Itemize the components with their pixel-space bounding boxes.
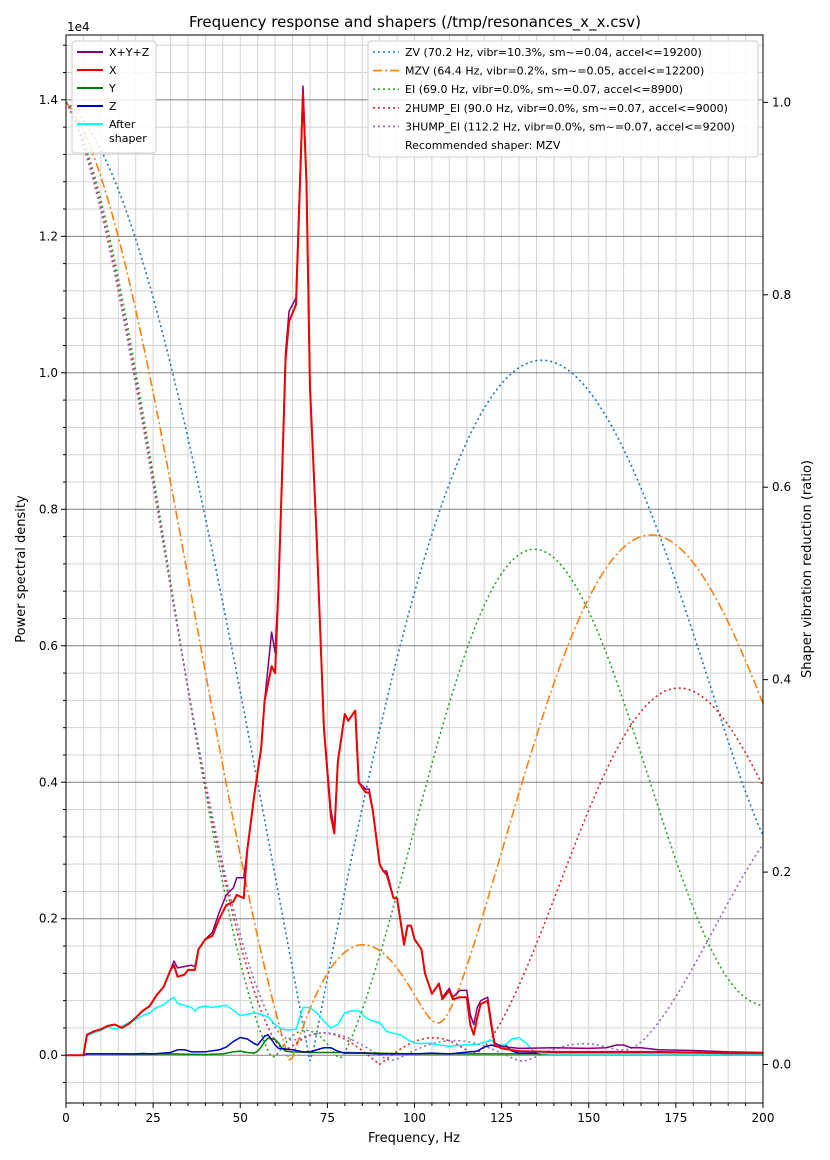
legend-right-box [367, 40, 759, 158]
shaper-line-mzv [65, 101, 764, 1062]
shaper-line-3hump_ei [65, 101, 764, 1062]
x-tick-label: 200 [752, 1111, 775, 1125]
y-axis-offset-label: 1e4 [67, 20, 90, 34]
legend-left-label-line: X [109, 64, 117, 77]
legend-left-label: After shaper [109, 118, 147, 145]
x-tick-label: 175 [664, 1111, 687, 1125]
legend-right-label: 3HUMP_EI (112.2 Hz, vibr=0.0%, sm~=0.07,… [405, 120, 735, 133]
y2-tick-label: 1.0 [772, 95, 791, 109]
y-tick-label: 0.8 [39, 502, 58, 516]
legend-psd: X+Y+Z XYZ After shaper [71, 40, 157, 154]
grid-lines [65, 35, 764, 1103]
y2-tick-label: 0.0 [772, 1058, 791, 1072]
y2-tick-label: 0.6 [772, 480, 791, 494]
y-tick-label: 1.2 [39, 229, 58, 243]
x-tick-label: 150 [577, 1111, 600, 1125]
y-tick-label: 0.2 [39, 912, 58, 926]
y-tick-label: 0.4 [39, 775, 58, 789]
x-tick-label: 0 [62, 1111, 70, 1125]
legend-left-label: X+Y+Z [109, 46, 150, 59]
recommended-shaper-label: Recommended shaper: MZV [405, 139, 561, 152]
y-axis-left: 0.0 0.2 0.4 0.6 0.8 1.0 1.2 1.4 [39, 44, 66, 1084]
legend-right-label: 2HUMP_EI (90.0 Hz, vibr=0.0%, sm~=0.07, … [405, 102, 728, 115]
legend-left-label-line: Z [109, 100, 117, 113]
y-axis-right: 0.0 0.2 0.4 0.6 0.8 1.0 [763, 95, 791, 1072]
y2-tick-label: 0.4 [772, 673, 791, 687]
y-tick-label: 0.0 [39, 1048, 58, 1062]
legend-left-label: Z [109, 100, 117, 113]
shaper-curves [65, 101, 764, 1066]
x-axis: 0 25 50 75 100 125 150 175 200 [62, 1103, 774, 1125]
y-tick-label: 1.4 [39, 93, 58, 107]
x-tick-label: 25 [145, 1111, 160, 1125]
legend-shapers: ZV (70.2 Hz, vibr=10.3%, sm~=0.04, accel… [367, 40, 759, 158]
psd-curves [66, 85, 764, 1057]
y2-tick-label: 0.2 [772, 865, 791, 879]
x-tick-label: 100 [403, 1111, 426, 1125]
legend-left-label-line: X+Y+Z [109, 46, 150, 59]
x-tick-label: 125 [490, 1111, 513, 1125]
y2-tick-label: 0.8 [772, 288, 791, 302]
shaper-line-ei [65, 101, 764, 1059]
psd-line-after-shaper [66, 996, 763, 1056]
chart-title: Frequency response and shapers (/tmp/res… [189, 13, 641, 32]
y-axis-label: Power spectral density [14, 495, 29, 643]
legend-left-label: X [109, 64, 117, 77]
x-tick-label: 75 [320, 1111, 335, 1125]
x-tick-label: 50 [233, 1111, 248, 1125]
y-tick-label: 1.0 [39, 366, 58, 380]
legend-left-label-line: shaper [109, 132, 147, 145]
shaper-line-zv [65, 101, 764, 1062]
x-axis-label: Frequency, Hz [368, 1131, 460, 1146]
psd-line-x [66, 92, 763, 1057]
legend-left-label: Y [108, 82, 116, 95]
y-tick-label: 0.6 [39, 639, 58, 653]
legend-right-label: MZV (64.4 Hz, vibr=0.2%, sm~=0.05, accel… [405, 65, 704, 78]
y2-axis-label: Shaper vibration reduction (ratio) [800, 460, 815, 678]
legend-right-label: ZV (70.2 Hz, vibr=10.3%, sm~=0.04, accel… [405, 46, 702, 59]
legend-right-label: EI (69.0 Hz, vibr=0.0%, sm~=0.07, accel<… [405, 83, 683, 96]
legend-left-label-line: Y [108, 82, 116, 95]
legend-left-label-line: After [109, 118, 136, 131]
